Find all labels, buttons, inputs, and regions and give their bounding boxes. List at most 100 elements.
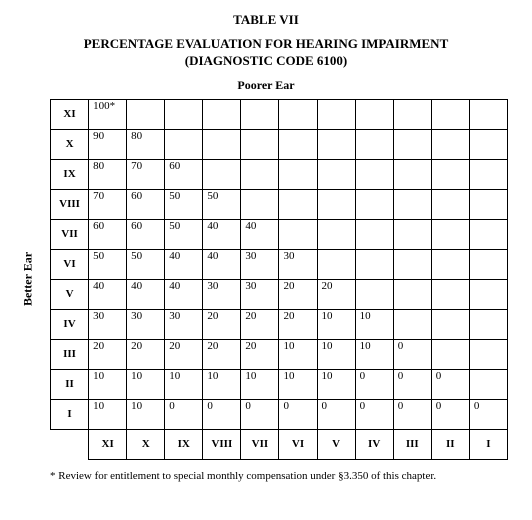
table-cell: 60: [165, 159, 203, 189]
table-cell: [393, 219, 431, 249]
table-cell: [355, 219, 393, 249]
table-cell: 20: [165, 339, 203, 369]
table-cell: 10: [279, 339, 317, 369]
table-cell: [431, 189, 469, 219]
table-title: PERCENTAGE EVALUATION FOR HEARING IMPAIR…: [24, 36, 508, 70]
better-ear-label: Better Ear: [21, 252, 36, 306]
table-cell: [279, 219, 317, 249]
row-header: X: [51, 129, 89, 159]
table-cell: [469, 219, 507, 249]
row-header: V: [51, 279, 89, 309]
table-cell: 0: [203, 399, 241, 429]
table-cell: [127, 99, 165, 129]
table-cell: [317, 219, 355, 249]
table-cell: [469, 129, 507, 159]
table-cell: 20: [89, 339, 127, 369]
table-cell: 0: [393, 369, 431, 399]
table-cell: 20: [317, 279, 355, 309]
table-cell: [431, 309, 469, 339]
table-cell: [469, 189, 507, 219]
table-row: VI505040403030: [51, 249, 508, 279]
column-header-row: XIXIXVIIIVIIVIVIVIIIIII: [51, 429, 508, 459]
table-cell: 30: [203, 279, 241, 309]
table-cell: 10: [165, 369, 203, 399]
table-cell: 50: [165, 189, 203, 219]
table-cell: 10: [317, 309, 355, 339]
table-cell: [279, 189, 317, 219]
table-cell: 0: [431, 369, 469, 399]
table-cell: 40: [127, 279, 165, 309]
table-cell: [431, 159, 469, 189]
table-cell: [469, 279, 507, 309]
table-cell: [393, 189, 431, 219]
table-cell: 100*: [89, 99, 127, 129]
table-cell: [431, 219, 469, 249]
table-cell: [279, 129, 317, 159]
table-row: XI100*: [51, 99, 508, 129]
table-cell: 10: [89, 399, 127, 429]
table-cell: 10: [89, 369, 127, 399]
table-cell: 20: [127, 339, 165, 369]
table-cell: 10: [279, 369, 317, 399]
table-cell: 0: [469, 399, 507, 429]
row-header: XI: [51, 99, 89, 129]
table-cell: 40: [241, 219, 279, 249]
table-cell: [165, 129, 203, 159]
table-cell: [431, 99, 469, 129]
table-cell: 40: [165, 279, 203, 309]
table-cell: 0: [393, 339, 431, 369]
page: TABLE VII PERCENTAGE EVALUATION FOR HEAR…: [0, 0, 532, 520]
table-cell: 90: [89, 129, 127, 159]
table-cell: 80: [89, 159, 127, 189]
table-cell: [317, 159, 355, 189]
table-cell: [241, 129, 279, 159]
table-cell: 0: [431, 399, 469, 429]
table-cell: [279, 159, 317, 189]
table-cell: 70: [89, 189, 127, 219]
table-cell: [165, 99, 203, 129]
table-cell: [431, 339, 469, 369]
table-cell: [355, 189, 393, 219]
column-header: I: [469, 429, 507, 459]
table-cell: 60: [127, 189, 165, 219]
table-cell: [393, 159, 431, 189]
column-header: III: [393, 429, 431, 459]
table-cell: 20: [203, 339, 241, 369]
column-header: VI: [279, 429, 317, 459]
table-cell: 10: [317, 339, 355, 369]
table-cell: [431, 129, 469, 159]
table-cell: 50: [203, 189, 241, 219]
table-cell: [317, 129, 355, 159]
column-header: VII: [241, 429, 279, 459]
table-cell: 20: [241, 309, 279, 339]
table-cell: [203, 99, 241, 129]
column-header: IV: [355, 429, 393, 459]
table-cell: 60: [127, 219, 165, 249]
table-row: I1010000000000: [51, 399, 508, 429]
table-cell: 20: [279, 309, 317, 339]
table-cell: 30: [165, 309, 203, 339]
table-cell: 0: [393, 399, 431, 429]
row-header: VII: [51, 219, 89, 249]
table-cell: [203, 129, 241, 159]
table-cell: [241, 189, 279, 219]
table-cell: 50: [165, 219, 203, 249]
table-cell: [317, 249, 355, 279]
table-cell: 60: [89, 219, 127, 249]
table-cell: [469, 249, 507, 279]
table-cell: 10: [355, 339, 393, 369]
table-cell: [393, 309, 431, 339]
table-cell: 10: [203, 369, 241, 399]
table-cell: [469, 99, 507, 129]
column-header: X: [127, 429, 165, 459]
table-cell: 80: [127, 129, 165, 159]
table-cell: 10: [127, 399, 165, 429]
table-row: V40404030302020: [51, 279, 508, 309]
table-row: III20202020201010100: [51, 339, 508, 369]
table-cell: 10: [127, 369, 165, 399]
table-cell: [203, 159, 241, 189]
table-cell: [469, 309, 507, 339]
table-container: Better Ear XI100*X9080IX807060VIII706050…: [50, 99, 508, 460]
table-cell: 30: [127, 309, 165, 339]
table-cell: 10: [317, 369, 355, 399]
